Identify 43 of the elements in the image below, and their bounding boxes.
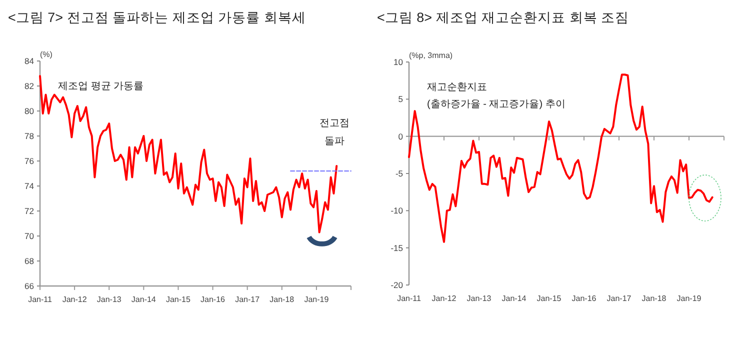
x-tick-label: Jan-13 (466, 294, 492, 303)
y-tick-label: 76 (24, 156, 34, 166)
x-tick-label: Jan-12 (62, 295, 88, 304)
y-tick-label: 80 (24, 106, 34, 116)
y-tick-label: -15 (390, 242, 404, 253)
x-tick-label: Jan-18 (642, 294, 667, 303)
y-tick-label: -10 (390, 206, 404, 216)
y-tick-label: 84 (24, 56, 34, 66)
x-tick-label: Jan-19 (304, 295, 330, 304)
y-tick-label: 10 (394, 57, 404, 67)
y-tick-label: -20 (390, 280, 404, 290)
y-tick-label: 74 (24, 181, 34, 191)
x-tick-label: Jan-12 (432, 294, 457, 303)
series-label: 제조업 평균 가동률 (58, 81, 144, 92)
annotation: 전고점 돌파 (320, 118, 350, 147)
x-tick-label: Jan-16 (200, 295, 226, 304)
x-tick-label: Jan-18 (270, 295, 295, 304)
x-tick-label: Jan-13 (96, 295, 122, 304)
chart-title: <그림 8> 제조업 재고순환지표 회복 조짐 (377, 10, 630, 25)
x-tick-label: Jan-15 (166, 295, 191, 304)
x-tick-label: Jan-11 (397, 294, 422, 303)
y-tick-label: 78 (24, 131, 34, 141)
x-tick-label: Jan-15 (536, 294, 562, 303)
y-tick-label: 0 (398, 131, 404, 142)
y-tick-label: 82 (24, 81, 34, 91)
y-axis-title: (%p, 3mma) (409, 51, 453, 60)
y-tick-label: -5 (395, 168, 404, 178)
y-tick-label: 70 (24, 231, 34, 241)
x-tick-label: Jan-11 (28, 295, 52, 304)
y-tick-label: 66 (24, 281, 34, 291)
x-tick-label: Jan-14 (502, 294, 527, 303)
y-tick-label: 72 (24, 206, 34, 216)
x-tick-label: Jan-17 (235, 295, 260, 304)
x-tick-label: Jan-14 (131, 295, 156, 304)
chart-title: <그림 7> 전고점 돌파하는 제조업 가동률 회복세 (8, 10, 306, 25)
y-axis-title: (%) (40, 50, 53, 59)
series-label: 재고순환지표 (출하증가율 - 재고증가율) 추이 (427, 82, 566, 110)
y-tick-label: 5 (398, 94, 404, 104)
line-series (408, 74, 714, 243)
y-tick-label: 68 (24, 256, 34, 266)
x-tick-label: Jan-16 (572, 294, 597, 303)
x-tick-label: Jan-17 (606, 294, 632, 303)
x-tick-label: Jan-19 (676, 294, 702, 303)
